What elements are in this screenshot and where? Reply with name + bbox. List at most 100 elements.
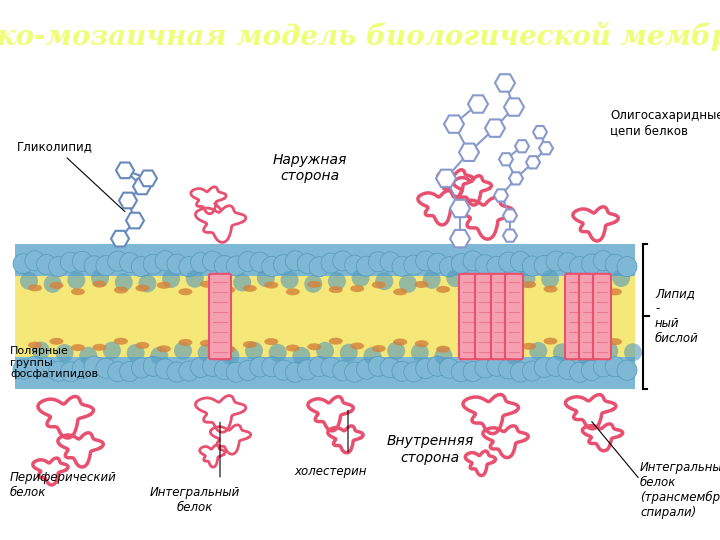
Ellipse shape (587, 281, 600, 288)
Ellipse shape (157, 282, 171, 289)
Circle shape (446, 269, 464, 287)
Circle shape (546, 356, 566, 376)
Ellipse shape (135, 285, 150, 292)
Circle shape (55, 344, 73, 362)
Circle shape (541, 270, 559, 288)
Circle shape (297, 254, 318, 274)
Polygon shape (116, 163, 134, 178)
Circle shape (191, 357, 211, 377)
Circle shape (475, 255, 495, 275)
Ellipse shape (200, 340, 214, 347)
Ellipse shape (157, 345, 171, 352)
Text: Наружная
сторона: Наружная сторона (273, 153, 347, 184)
Polygon shape (495, 74, 515, 92)
Text: Интегральный
белок
(трансмембранные
спирали): Интегральный белок (трансмембранные спир… (640, 461, 720, 519)
Circle shape (91, 269, 109, 287)
Circle shape (582, 254, 601, 274)
Circle shape (127, 344, 145, 362)
Circle shape (202, 251, 222, 271)
Ellipse shape (500, 345, 515, 352)
Polygon shape (509, 172, 523, 185)
Ellipse shape (500, 288, 515, 295)
Circle shape (380, 357, 400, 377)
Circle shape (577, 347, 595, 365)
Circle shape (186, 269, 204, 288)
FancyBboxPatch shape (579, 274, 597, 359)
Ellipse shape (329, 286, 343, 293)
Polygon shape (436, 170, 456, 187)
Circle shape (451, 253, 471, 274)
Ellipse shape (479, 281, 493, 288)
FancyBboxPatch shape (15, 244, 635, 276)
Circle shape (553, 343, 571, 361)
Circle shape (415, 251, 436, 271)
Circle shape (155, 359, 175, 379)
Circle shape (605, 357, 625, 377)
Circle shape (415, 359, 436, 379)
Polygon shape (139, 171, 157, 186)
Circle shape (60, 252, 81, 272)
Circle shape (285, 362, 305, 382)
Ellipse shape (92, 281, 107, 288)
Circle shape (25, 251, 45, 271)
Circle shape (84, 256, 104, 276)
Ellipse shape (587, 345, 600, 352)
Ellipse shape (372, 281, 386, 288)
Circle shape (215, 255, 234, 275)
Circle shape (292, 347, 310, 365)
Text: Полярные
группы
фосфатипидов: Полярные группы фосфатипидов (10, 346, 98, 379)
Text: Олигосахаридные
цепи белков: Олигосахаридные цепи белков (610, 109, 720, 137)
Circle shape (60, 362, 81, 382)
Circle shape (202, 356, 222, 376)
Circle shape (13, 254, 33, 274)
Circle shape (600, 342, 618, 360)
Text: Жидко-мозаичная модель биологической мембраны: Жидко-мозаичная модель биологической мем… (0, 22, 720, 51)
Ellipse shape (243, 285, 257, 292)
Ellipse shape (92, 344, 107, 351)
Circle shape (261, 357, 282, 377)
Circle shape (564, 274, 582, 293)
Circle shape (37, 254, 57, 274)
Ellipse shape (71, 344, 85, 351)
Circle shape (132, 256, 151, 276)
FancyBboxPatch shape (15, 307, 635, 357)
Ellipse shape (114, 287, 128, 294)
Circle shape (143, 356, 163, 376)
FancyBboxPatch shape (505, 274, 523, 359)
Circle shape (345, 362, 364, 382)
Circle shape (138, 274, 156, 293)
Circle shape (375, 272, 393, 290)
Circle shape (108, 251, 127, 271)
Circle shape (48, 361, 68, 381)
Circle shape (428, 253, 448, 273)
Circle shape (345, 255, 364, 275)
Circle shape (96, 255, 116, 275)
FancyBboxPatch shape (491, 274, 509, 359)
Circle shape (605, 254, 625, 274)
Circle shape (392, 361, 412, 381)
Circle shape (215, 360, 234, 380)
Ellipse shape (50, 338, 63, 345)
Circle shape (198, 344, 216, 362)
Circle shape (487, 256, 507, 276)
Circle shape (257, 269, 275, 287)
Polygon shape (503, 230, 517, 242)
Circle shape (458, 342, 476, 360)
Ellipse shape (436, 346, 450, 353)
Polygon shape (133, 179, 151, 194)
Circle shape (387, 342, 405, 360)
Polygon shape (504, 98, 524, 116)
Polygon shape (499, 153, 513, 165)
Circle shape (226, 256, 246, 276)
Circle shape (439, 256, 459, 277)
Circle shape (364, 347, 382, 365)
Circle shape (463, 361, 483, 382)
Circle shape (494, 274, 512, 292)
Ellipse shape (264, 338, 279, 345)
Ellipse shape (264, 281, 279, 288)
FancyBboxPatch shape (15, 357, 635, 389)
Circle shape (174, 342, 192, 360)
Circle shape (593, 251, 613, 271)
Circle shape (226, 362, 246, 382)
Circle shape (340, 343, 358, 362)
